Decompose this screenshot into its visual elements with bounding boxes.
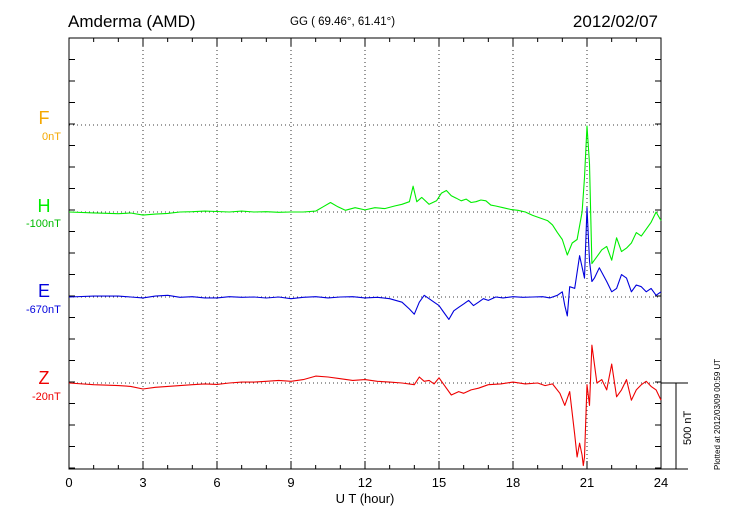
x-tick-label: 24 (654, 475, 668, 490)
x-tick-label: 21 (580, 475, 594, 490)
grid-lines (69, 38, 661, 469)
channel-baseline-e: -670nT (26, 304, 61, 316)
scale-bar (661, 382, 688, 470)
scale-bar-label: 500 nT (682, 410, 694, 445)
x-tick-label: 15 (432, 475, 446, 490)
plot-date: 2012/02/07 (572, 12, 658, 31)
x-tick-label: 3 (139, 475, 146, 490)
series-line-z (68, 344, 662, 467)
x-tick-label: 9 (287, 475, 294, 490)
channel-baseline-h: -100nT (26, 218, 61, 230)
series-line-h (68, 125, 662, 265)
channel-label-h: H (37, 196, 51, 216)
series-line-e (68, 207, 662, 320)
channel-baseline-z: -20nT (32, 391, 61, 403)
x-tick-label: 6 (213, 475, 220, 490)
series-layer (68, 125, 662, 467)
channel-label-f: F (38, 108, 50, 128)
station-name: Amderma (AMD) (68, 12, 196, 31)
x-tick-label: 0 (65, 475, 72, 490)
axis-ticks: 0 3 6 9 12 15 18 21 24 (65, 38, 668, 490)
channel-label-e: E (37, 281, 50, 301)
x-axis-label: U T (hour) (335, 491, 395, 506)
channel-label-z: Z (38, 368, 50, 388)
x-tick-label: 18 (506, 475, 520, 490)
channel-baseline-f: 0nT (42, 131, 61, 143)
x-tick-label: 12 (358, 475, 372, 490)
station-coordinates: GG ( 69.46°, 61.41°) (290, 16, 396, 28)
plotted-timestamp: Plotted at 2012/03/09 00:59 UT (713, 358, 722, 470)
